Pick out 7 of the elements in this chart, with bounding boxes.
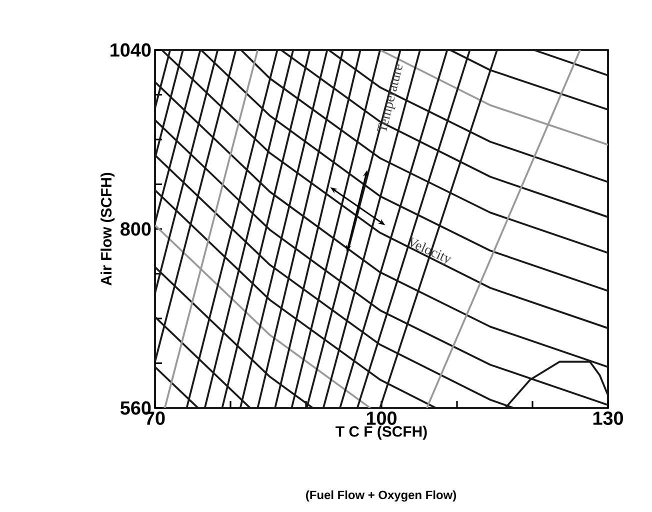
text: (Fuel Flow + Oxygen Flow) (306, 490, 456, 502)
y-axis-title: Air Flow (SCFH) (100, 172, 115, 286)
x-axis-title: T C F (SCFH) (336, 426, 427, 440)
y-tick-label: 800 (120, 222, 151, 236)
x-tick-label: 100 (366, 412, 397, 425)
y-tick-label: 1040 (110, 43, 151, 57)
x-tick-label: 130 (593, 412, 624, 425)
